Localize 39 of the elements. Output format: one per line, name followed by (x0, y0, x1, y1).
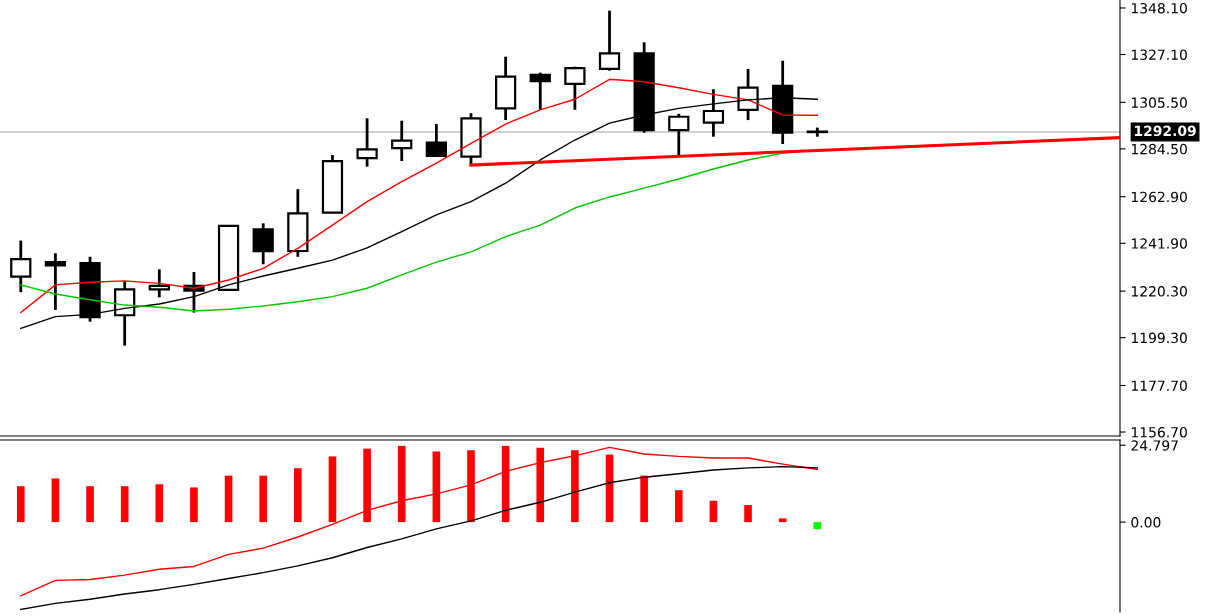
y-tick-label: 1348.10 (1131, 2, 1187, 14)
bar (813, 522, 822, 530)
bar (432, 451, 441, 523)
y-tick-label: 1177.70 (1131, 380, 1187, 391)
bar (640, 475, 648, 523)
bar (155, 484, 164, 523)
line-series (20, 465, 819, 611)
candlestick (494, 55, 517, 122)
y-tick-label: 1156.70 (1131, 426, 1187, 438)
candlestick (391, 119, 413, 163)
bar (778, 518, 787, 523)
bar (16, 486, 25, 523)
y-tick-label: 24.797 (1131, 440, 1178, 451)
y-tick-label: 1241.90 (1131, 238, 1187, 249)
bar (744, 505, 752, 523)
candlestick (44, 251, 67, 312)
bar (51, 478, 60, 523)
bar (467, 450, 475, 523)
ref-line-label: 1292.09 (1135, 125, 1196, 137)
bar (571, 450, 579, 523)
bar (605, 454, 614, 523)
y-tick-label: 0.00 (1131, 517, 1161, 528)
y-tick-label: 1220.30 (1131, 286, 1187, 297)
y-tick-label: 1305.50 (1131, 97, 1187, 108)
y-tick-label: 1199.30 (1131, 332, 1187, 344)
bar (224, 475, 233, 523)
bar (328, 456, 337, 523)
y-tick-label: 1284.50 (1131, 143, 1187, 155)
bar (259, 475, 268, 523)
bar (674, 490, 683, 523)
candlestick (287, 187, 309, 259)
y-tick-label: 1262.90 (1131, 191, 1187, 203)
bar (120, 486, 129, 523)
bar (190, 487, 198, 523)
y-tick-label: 1327.10 (1131, 49, 1187, 60)
bar (709, 500, 718, 523)
bar (86, 486, 94, 523)
line-series (20, 446, 819, 597)
bar (294, 468, 302, 523)
